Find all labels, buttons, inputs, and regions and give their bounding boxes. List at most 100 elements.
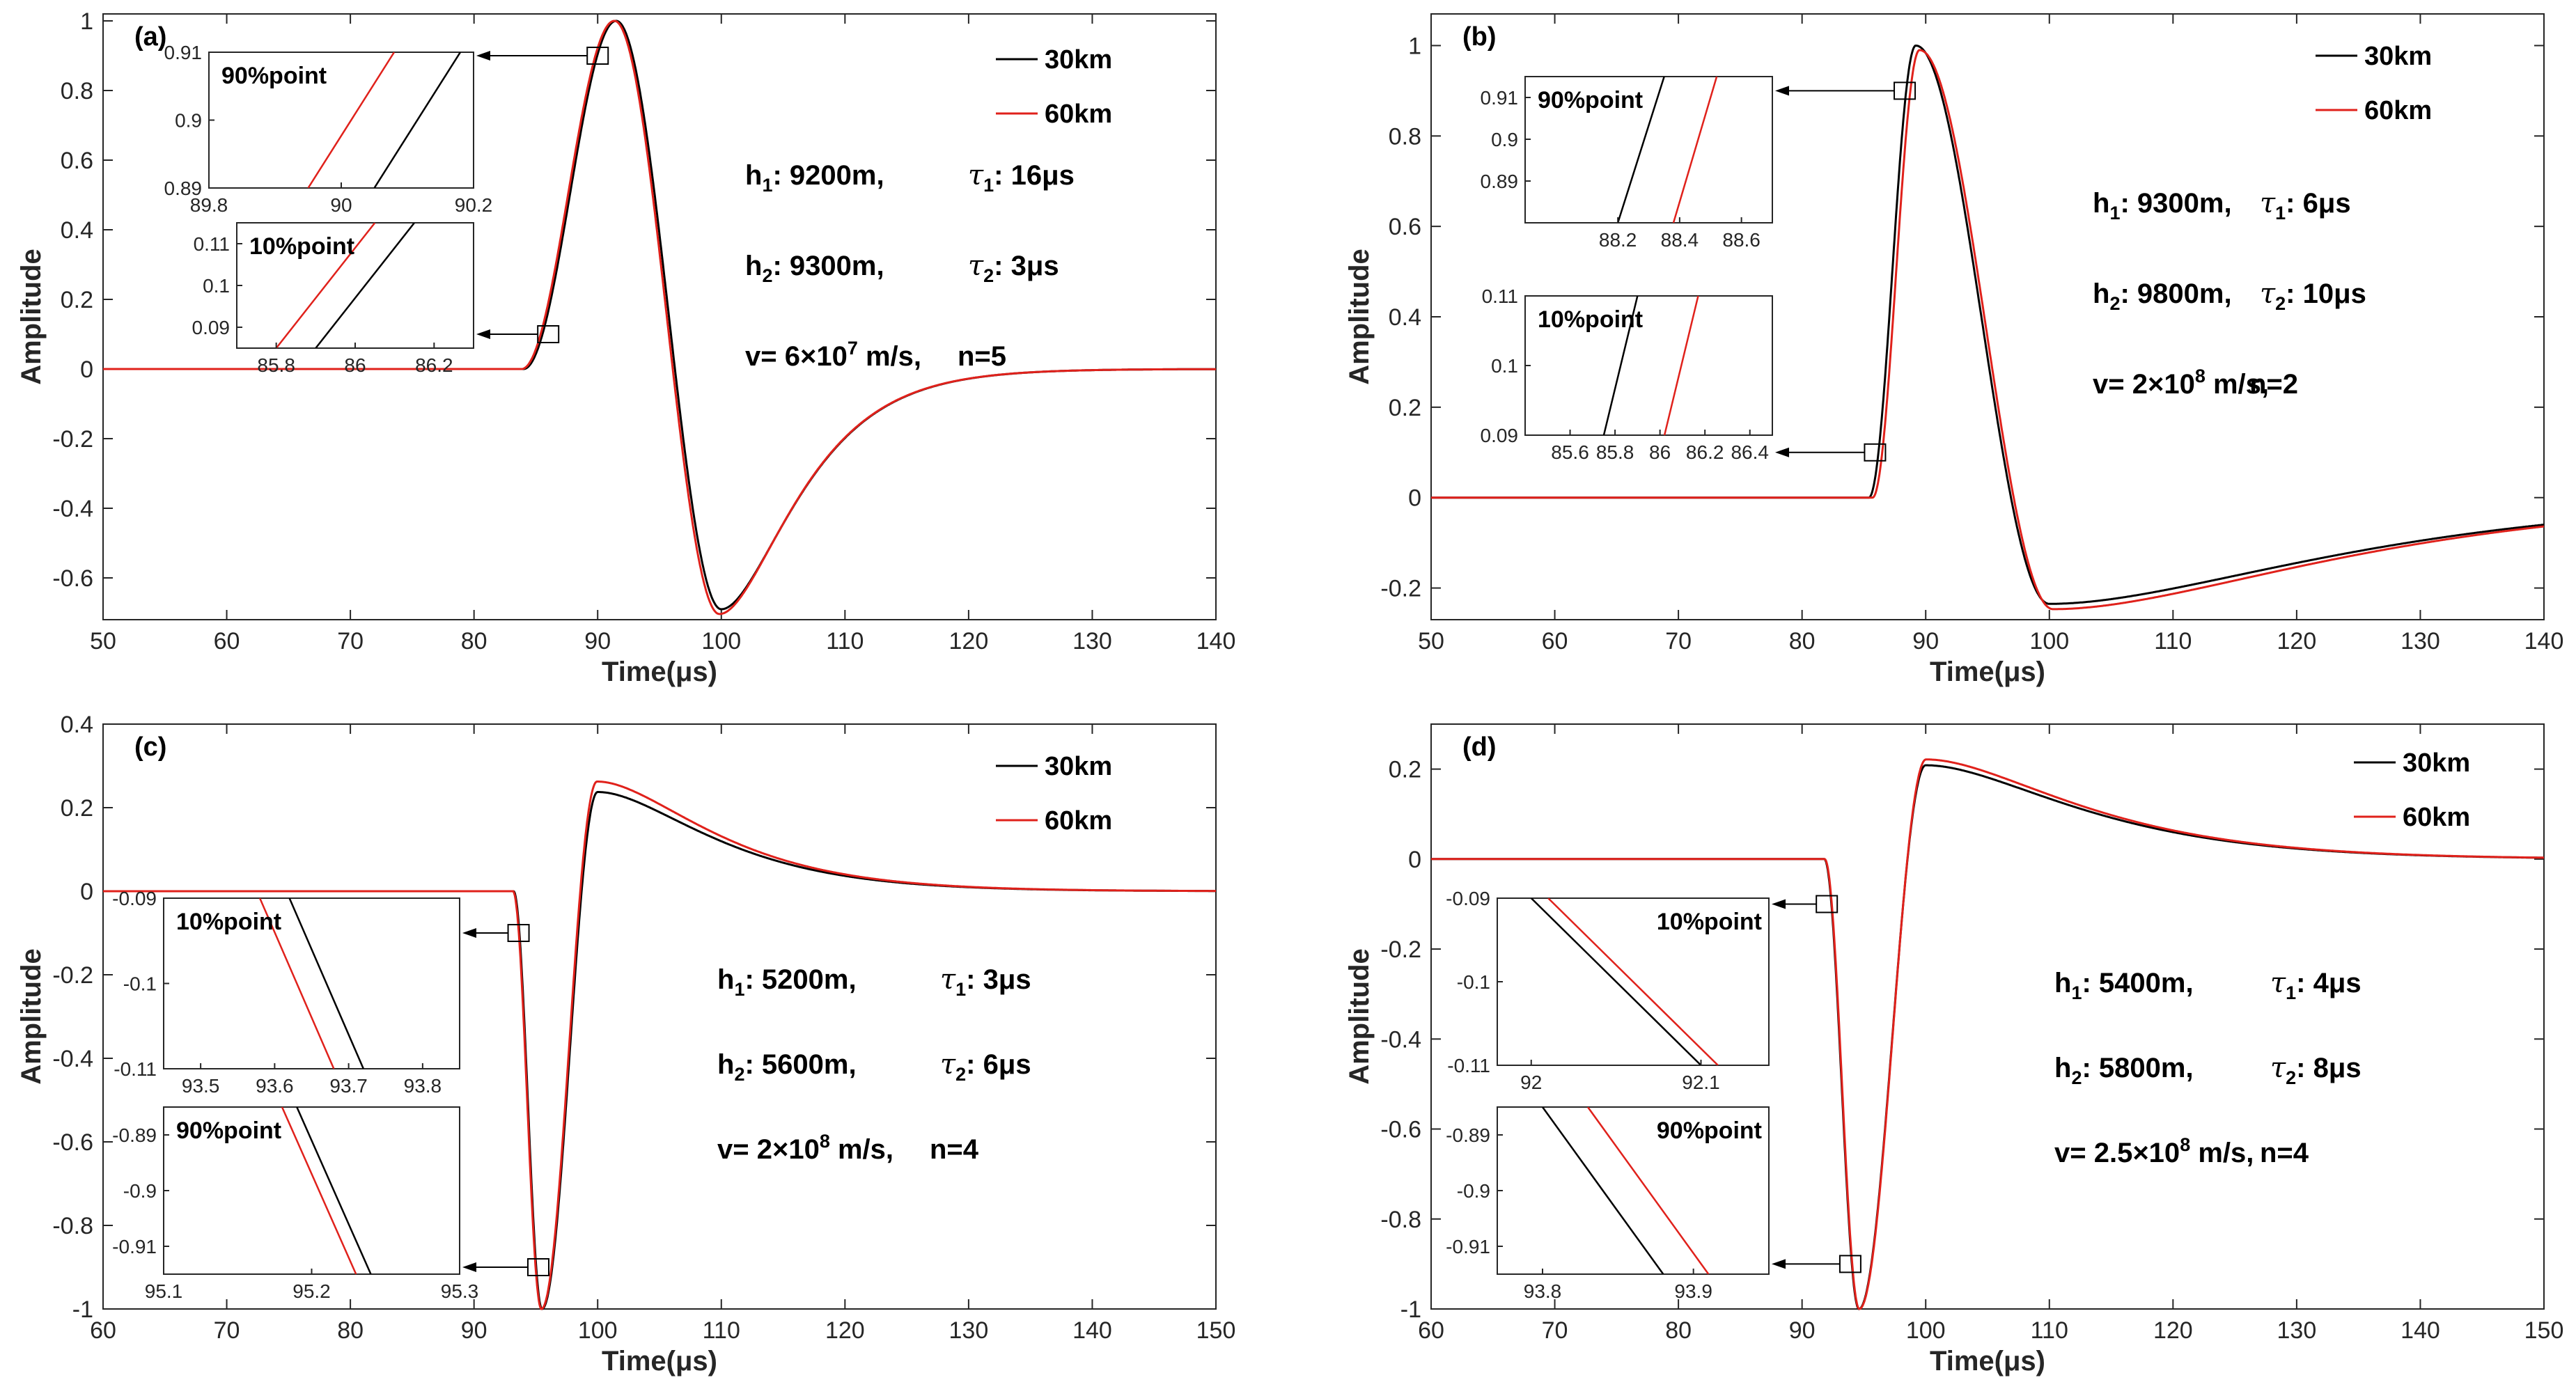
inset-x-tick-label: 88.4	[1661, 229, 1699, 251]
inset-title: 10%point	[176, 909, 281, 935]
velocity-base: 2.5×10	[2094, 1138, 2180, 1168]
inset-x-tick-label: 95.1	[145, 1280, 183, 1302]
velocity-base: 2×10	[757, 1134, 820, 1165]
inset-frame	[208, 52, 474, 189]
inset-x-tick-label: 95.3	[441, 1280, 479, 1302]
x-tick-label: 110	[2031, 1317, 2068, 1344]
y-tick-label: -0.6	[1380, 1117, 1421, 1143]
inset-y-tick-label: 0.11	[194, 233, 230, 255]
inset-x-tick-label: 88.2	[1599, 229, 1637, 251]
y-tick-label: 0.2	[61, 795, 93, 822]
param-h-value: 9300m,	[790, 251, 884, 281]
param-h-value: 5800m,	[2099, 1053, 2194, 1083]
inset-title: 90%point	[176, 1117, 281, 1144]
inset-frame	[236, 222, 474, 349]
y-tick-label: 1	[1408, 33, 1421, 59]
x-tick-label: 60	[1542, 628, 1568, 654]
y-tick-label: -0.4	[52, 496, 93, 522]
inset-y-tick-label: -0.1	[1457, 971, 1490, 993]
inset-90%point: 93.8 93.9 -0.89 -0.9 -0.91 90%point	[1446, 1106, 1770, 1302]
param-tau-value: 4μs	[2313, 968, 2362, 998]
param-h1: h1: 5200m,	[717, 964, 857, 1000]
y-axis-label: Amplitude	[1344, 948, 1375, 1085]
x-tick-label: 90	[461, 1317, 487, 1344]
inset-x-tick-label: 86.2	[415, 354, 453, 376]
inset-90%point: 89.8 90 90.2 0.89 0.9 0.91 90%point	[164, 42, 493, 216]
velocity-unit: m/s,	[838, 1134, 893, 1165]
inset-x-tick-label: 86	[1649, 441, 1671, 463]
inset-x-tick-label: 93.8	[404, 1075, 442, 1097]
inset-y-tick-label: 0.9	[175, 110, 202, 132]
inset-y-tick-label: 0.9	[1491, 129, 1518, 150]
inset-line	[1616, 77, 1665, 223]
y-tick-label: 1	[80, 8, 93, 35]
inset-x-tick-label: 86.4	[1731, 441, 1769, 463]
inset-x-tick-label: 86	[344, 354, 366, 376]
inset-y-tick-label: -0.89	[1446, 1124, 1490, 1146]
param-tau2: τ2: 10μs	[2260, 278, 2366, 314]
inset-y-tick-label: 0.11	[1482, 285, 1518, 307]
x-tick-label: 140	[1196, 628, 1236, 654]
y-tick-label: 0.6	[1389, 214, 1421, 240]
y-tick-label: -0.2	[1380, 576, 1421, 602]
x-axis-label: Time(μs)	[1930, 1346, 2045, 1377]
param-tau-value: 6μs	[983, 1049, 1031, 1080]
y-tick-label: -0.6	[52, 565, 93, 592]
x-tick-label: 100	[2029, 628, 2069, 654]
x-tick-label: 60	[90, 1317, 116, 1344]
param-n: n=4	[930, 1134, 979, 1165]
inset-x-tick-label: 88.6	[1722, 229, 1761, 251]
panel-1: 50 60 70 80 90 100 110 120 130 140 -0.2 0 0.2 0.4 0.6 0…	[1344, 13, 2563, 687]
x-tick-label: 70	[1542, 1317, 1568, 1344]
inset-y-tick-label: -0.11	[1447, 1055, 1490, 1076]
param-velocity: v= 2×108 m/s,	[717, 1131, 893, 1165]
velocity-base: 6×10	[785, 341, 848, 372]
inset-frame	[163, 897, 460, 1069]
x-tick-label: 80	[461, 628, 487, 654]
inset-x-tick-label: 85.8	[257, 354, 295, 376]
velocity-base: 2×10	[2132, 369, 2195, 400]
zoom-arrowhead	[1775, 86, 1789, 96]
param-h2: h2: 5600m,	[717, 1049, 857, 1085]
x-tick-label: 120	[949, 628, 989, 654]
inset-frame	[163, 1106, 460, 1275]
velocity-exp: 8	[2195, 366, 2206, 386]
x-tick-label: 80	[1665, 1317, 1692, 1344]
series-line-60km	[1431, 49, 2545, 611]
inset-title: 90%point	[221, 63, 327, 89]
inset-x-tick-label: 89.8	[190, 194, 228, 216]
y-tick-label: -0.4	[1380, 1026, 1421, 1053]
param-tau-value: 10μs	[2303, 279, 2366, 309]
inset-y-tick-label: -0.11	[114, 1058, 157, 1080]
inset-frame	[1524, 76, 1773, 223]
y-axis-label: Amplitude	[1344, 249, 1375, 385]
inset-90%point: 88.2 88.4 88.6 0.89 0.9 0.91 90%point	[1481, 76, 1773, 251]
x-tick-label: 150	[2524, 1317, 2564, 1344]
inset-title: 90%point	[1538, 87, 1643, 113]
velocity-unit: m/s,	[2213, 369, 2269, 400]
inset-line	[1586, 1107, 1710, 1274]
inset-line	[1672, 77, 1718, 223]
legend-entry: 30km	[2403, 748, 2470, 778]
x-axis-label: Time(μs)	[1930, 657, 2045, 687]
zoom-arrowhead	[462, 1262, 476, 1272]
x-tick-label: 130	[949, 1317, 989, 1344]
velocity-unit: m/s,	[2198, 1138, 2254, 1168]
inset-y-tick-label: -0.09	[1446, 888, 1490, 909]
param-tau1: τ1: 4μs	[2270, 967, 2362, 1003]
inset-x-tick-label: 92.1	[1682, 1072, 1720, 1093]
inset-line	[373, 52, 462, 188]
legend-entry: 60km	[1045, 100, 1112, 129]
y-axis-label: Amplitude	[16, 948, 47, 1085]
x-tick-label: 120	[2153, 1317, 2193, 1344]
x-tick-label: 60	[214, 628, 240, 654]
x-tick-label: 100	[578, 1317, 618, 1344]
inset-line	[1541, 1107, 1664, 1274]
inset-line	[315, 223, 415, 348]
inset-x-tick-label: 93.7	[329, 1075, 368, 1097]
y-tick-label: 0.4	[61, 712, 93, 738]
panel-3: 60 70 80 90 100 110 120 130 140 150-1-0.8-0.6-0.4…	[1344, 723, 2564, 1377]
y-tick-label: -0.2	[52, 962, 93, 989]
y-tick-label: 0	[80, 879, 93, 905]
x-tick-label: 50	[90, 628, 116, 654]
